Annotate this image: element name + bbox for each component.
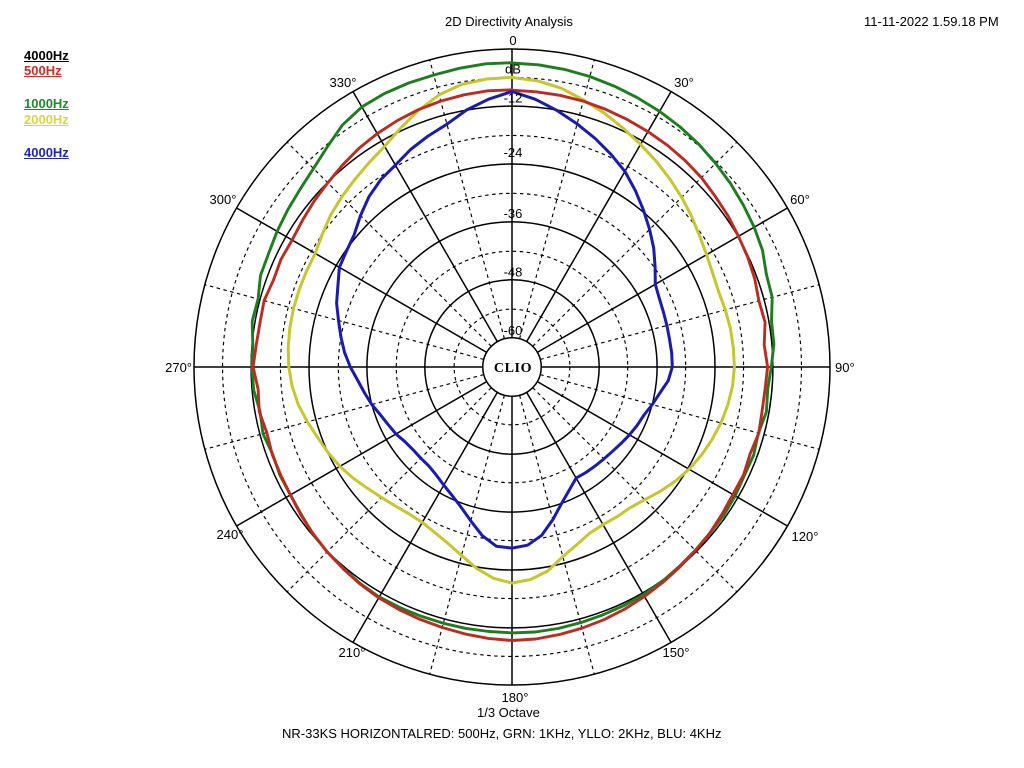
svg-text:300°: 300° bbox=[210, 192, 237, 207]
svg-text:-12: -12 bbox=[504, 91, 523, 106]
svg-text:-36: -36 bbox=[504, 206, 523, 221]
svg-text:270°: 270° bbox=[165, 360, 192, 375]
svg-text:90°: 90° bbox=[835, 360, 855, 375]
svg-text:180°: 180° bbox=[502, 690, 529, 705]
svg-text:60°: 60° bbox=[790, 192, 810, 207]
svg-text:0: 0 bbox=[509, 33, 516, 48]
svg-text:dB: dB bbox=[505, 62, 521, 77]
svg-text:330°: 330° bbox=[330, 75, 357, 90]
svg-text:150°: 150° bbox=[663, 645, 690, 660]
svg-text:CLIO: CLIO bbox=[494, 361, 532, 376]
svg-text:-24: -24 bbox=[504, 145, 523, 160]
svg-text:30°: 30° bbox=[674, 75, 694, 90]
svg-text:120°: 120° bbox=[792, 529, 819, 544]
svg-text:-60: -60 bbox=[504, 323, 523, 338]
svg-text:210°: 210° bbox=[339, 645, 366, 660]
svg-text:-48: -48 bbox=[504, 265, 523, 280]
svg-text:240°: 240° bbox=[217, 527, 244, 542]
